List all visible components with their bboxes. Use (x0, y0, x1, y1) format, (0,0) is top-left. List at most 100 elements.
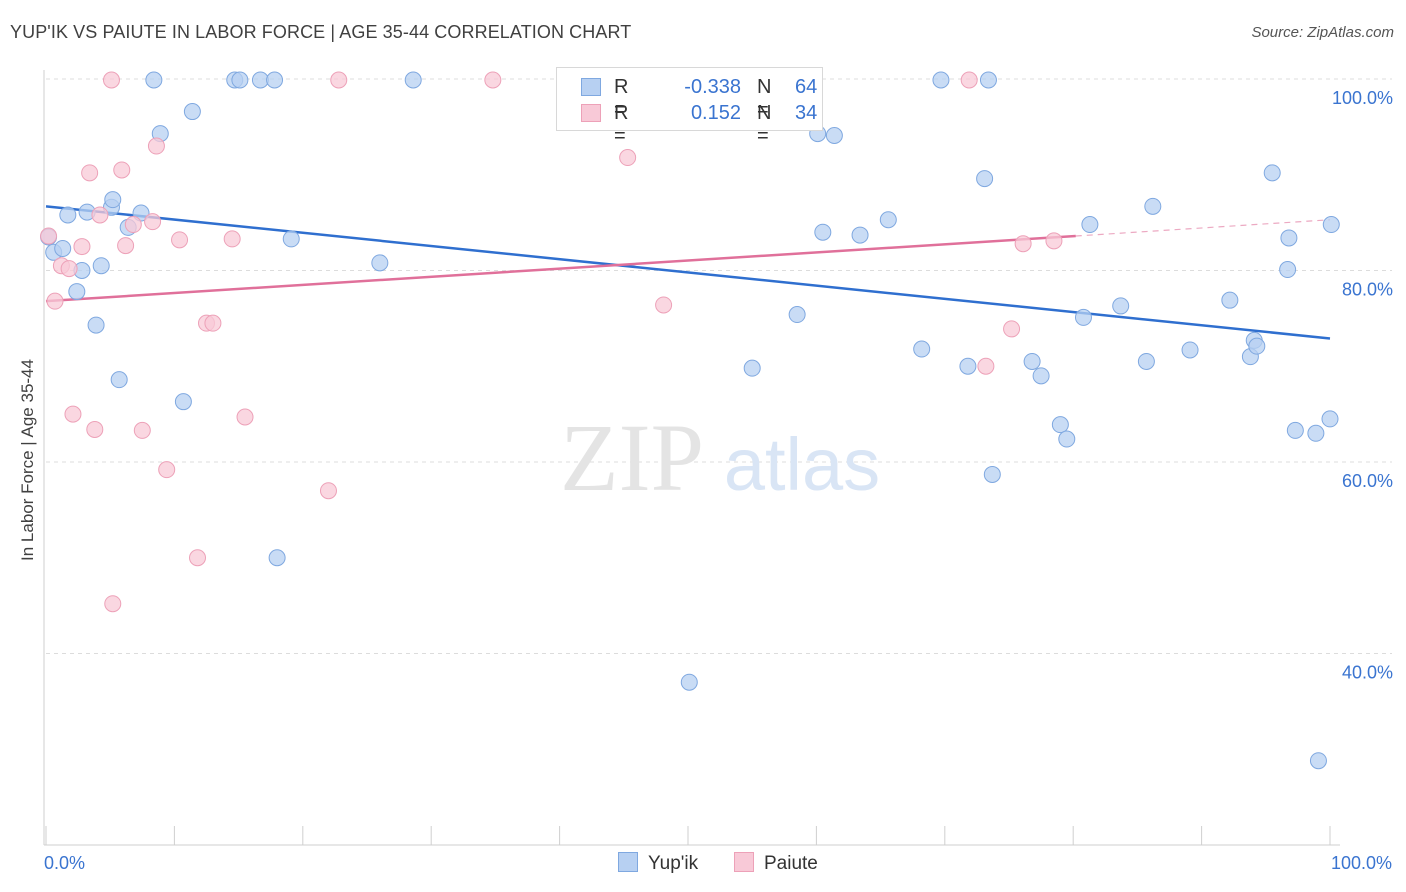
yupik-point (1137, 352, 1155, 370)
paiute-point (104, 595, 122, 613)
r-value: 0.152 (690, 102, 741, 124)
yupik-point (1286, 421, 1304, 439)
paiute-point (81, 164, 99, 182)
paiute-point (147, 137, 165, 155)
yupik-point (983, 465, 1001, 483)
yupik-point (282, 230, 300, 248)
yupik-point (1309, 752, 1327, 770)
paiute-point (86, 420, 104, 438)
yupik-point (879, 211, 897, 229)
yupik-point (1248, 337, 1266, 355)
yupik-point (266, 71, 284, 89)
yupik-point (1051, 416, 1069, 434)
yupik-point (1058, 430, 1076, 448)
yupik-point (104, 191, 122, 209)
yupik-point (788, 306, 806, 324)
paiute-point (158, 461, 176, 479)
yupik-point (743, 359, 761, 377)
paiute-point (655, 296, 673, 314)
paiute-point (319, 482, 337, 500)
yupik-point (1322, 216, 1340, 234)
yupik-point (1280, 229, 1298, 247)
yupik-point (825, 126, 843, 144)
y-tick-label: 60.0% (1342, 471, 1393, 491)
paiute-point (223, 230, 241, 248)
paiute-legend-label: Paiute (764, 853, 818, 874)
x-tick-label: 100.0% (1331, 853, 1392, 873)
gridlines (46, 78, 1392, 654)
watermark-zip: ZIP (560, 404, 704, 511)
yupik-point (145, 71, 163, 89)
paiute-point (133, 421, 151, 439)
yupik-point (68, 283, 86, 301)
yupik-point (814, 223, 832, 241)
watermark: ZIP atlas (560, 404, 880, 511)
x-tick-label: 0.0% (44, 853, 85, 873)
r-label: R = (614, 76, 629, 121)
axes (43, 70, 1340, 846)
paiute-point (1014, 235, 1032, 253)
paiute-point (40, 227, 58, 245)
paiute-point (171, 231, 189, 249)
paiute-point (144, 213, 162, 231)
paiute-point (619, 149, 637, 167)
chart-title: YUP'IK VS PAIUTE IN LABOR FORCE | AGE 35… (10, 22, 632, 42)
paiute-point (1045, 232, 1063, 250)
yupik-trend-line (45, 205, 1331, 340)
paiute-point (117, 237, 135, 255)
y-tick-label: 40.0% (1342, 663, 1393, 683)
tick-labels: 40.0% 60.0% 80.0% 100.0% 0.0% 100.0% (44, 88, 1393, 873)
yupik-point (1321, 410, 1339, 428)
yupik-point (851, 226, 869, 244)
yupik-point (959, 357, 977, 375)
yupik-point (1032, 367, 1050, 385)
legend-item-paiute: Paiute (734, 852, 818, 875)
paiute-trend-extension (1075, 219, 1331, 237)
yupik-point (404, 71, 422, 89)
paiute-point (960, 71, 978, 89)
paiute-point (189, 549, 207, 567)
paiute-legend-swatch (734, 852, 754, 872)
paiute-point (91, 206, 109, 224)
yupik-point (1221, 291, 1239, 309)
paiute-point (46, 292, 64, 310)
paiute-point (236, 408, 254, 426)
yupik-point (268, 549, 286, 567)
paiute-point (330, 71, 348, 89)
yupik-point (1144, 197, 1162, 215)
yupik-point (932, 71, 950, 89)
source-label: Source: ZipAtlas.com (1251, 24, 1394, 41)
yupik-point (183, 103, 201, 121)
paiute-point (73, 238, 91, 256)
paiute-swatch (581, 104, 601, 122)
yupik-point (174, 393, 192, 411)
n-value: 64 (795, 76, 818, 98)
yupik-point (54, 239, 72, 257)
yupik-point (1023, 352, 1041, 370)
legend-item-yupik: Yup'ik (618, 852, 698, 875)
trend-lines (45, 205, 1331, 340)
n-label: N = (757, 102, 772, 147)
paiute-point (1003, 320, 1021, 338)
r-value: -0.338 (684, 76, 741, 98)
paiute-point (484, 71, 502, 89)
yupik-point (1112, 297, 1130, 315)
paiute-point (102, 71, 120, 89)
yupik-point (110, 371, 128, 389)
correlation-legend: R = -0.338 N = 64 R = 0.152 N = 34 (556, 67, 823, 147)
yupik-swatch (581, 78, 601, 96)
yupik-point (1279, 261, 1297, 279)
yupik-point (1181, 341, 1199, 359)
paiute-point (204, 314, 222, 332)
yupik-point (87, 316, 105, 334)
yupik-point (1074, 308, 1092, 326)
data-points (40, 71, 1340, 770)
yupik-point (231, 71, 249, 89)
yupik-legend-swatch (618, 852, 638, 872)
yupik-point (371, 254, 389, 272)
yupik-point (59, 206, 77, 224)
n-label: N = (757, 76, 772, 121)
yupik-point (1263, 164, 1281, 182)
yupik-point (913, 340, 931, 358)
paiute-trend-line (45, 234, 1076, 303)
